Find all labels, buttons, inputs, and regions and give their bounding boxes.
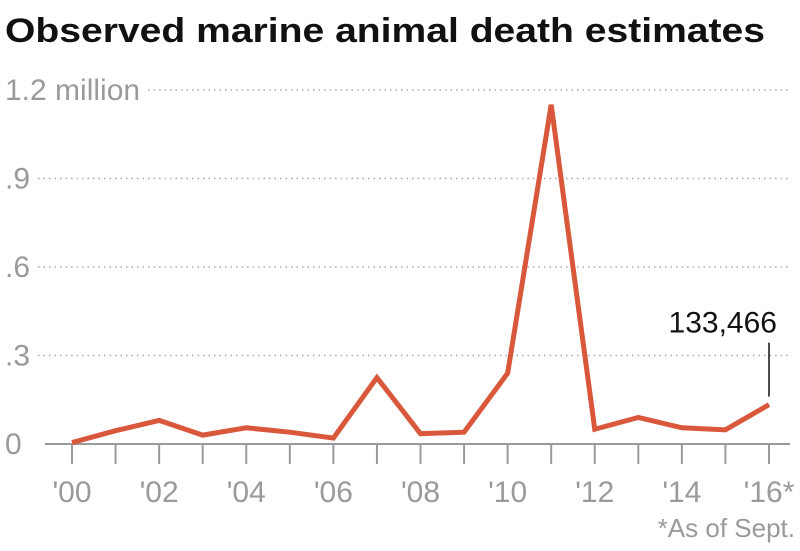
footnote: *As of Sept. (658, 513, 795, 543)
y-tick-label: .9 (5, 163, 30, 196)
chart-title: Observed marine animal death estimates (5, 12, 765, 50)
x-tick-label: '00 (52, 476, 91, 509)
x-tick-label: '04 (227, 476, 266, 509)
y-tick-label: .6 (5, 251, 30, 284)
x-tick-label: '16* (744, 476, 795, 509)
y-tick-label: 1.2 million (5, 74, 140, 107)
x-tick-label: '02 (140, 476, 179, 509)
y-tick-label: 0 (5, 428, 22, 461)
x-tick-label: '10 (488, 476, 527, 509)
data-line (71, 104, 771, 445)
x-tick-label: '14 (662, 476, 701, 509)
x-tick-label: '12 (575, 476, 614, 509)
x-tick-label: '08 (401, 476, 440, 509)
x-tick-label: '06 (314, 476, 353, 509)
data-label: 133,466 (669, 307, 777, 340)
y-tick-label: .3 (5, 340, 30, 373)
